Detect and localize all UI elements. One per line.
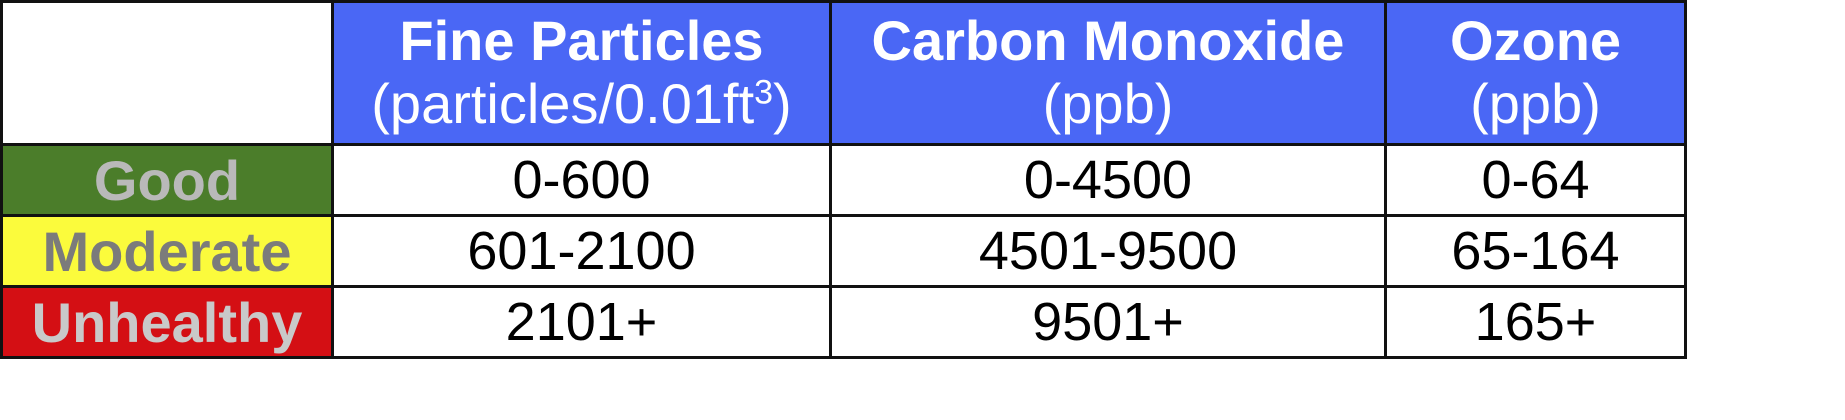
- fine-particles-moderate: 601-2100: [331, 214, 832, 288]
- column-unit: (ppb): [1042, 72, 1174, 135]
- header-fine-particles: Fine Particles (particles/0.01ft3): [331, 0, 832, 146]
- carbon-monoxide-moderate: 4501-9500: [829, 214, 1387, 288]
- ozone-unhealthy: 165+: [1384, 285, 1687, 359]
- carbon-monoxide-unhealthy: 9501+: [829, 285, 1387, 359]
- column-title: Ozone: [1449, 9, 1622, 73]
- carbon-monoxide-good: 0-4500: [829, 143, 1387, 217]
- table-row-moderate: Moderate 601-2100 4501-9500 65-164: [0, 214, 1687, 288]
- column-unit: (particles/0.01ft3): [371, 72, 792, 135]
- ozone-moderate: 65-164: [1384, 214, 1687, 288]
- table-row-unhealthy: Unhealthy 2101+ 9501+ 165+: [0, 285, 1687, 359]
- column-title: Fine Particles: [399, 9, 764, 73]
- column-unit: (ppb): [1470, 72, 1601, 135]
- fine-particles-good: 0-600: [331, 143, 832, 217]
- table-row-good: Good 0-600 0-4500 0-64: [0, 143, 1687, 217]
- level-label-good: Good: [0, 143, 334, 217]
- fine-particles-unhealthy: 2101+: [331, 285, 832, 359]
- corner-cell: [0, 0, 334, 146]
- header-ozone: Ozone (ppb): [1384, 0, 1687, 146]
- header-row: Fine Particles (particles/0.01ft3) Carbo…: [0, 0, 1687, 146]
- air-quality-table: Fine Particles (particles/0.01ft3) Carbo…: [0, 0, 1687, 359]
- header-carbon-monoxide: Carbon Monoxide (ppb): [829, 0, 1387, 146]
- ozone-good: 0-64: [1384, 143, 1687, 217]
- level-label-unhealthy: Unhealthy: [0, 285, 334, 359]
- column-title: Carbon Monoxide: [871, 9, 1345, 73]
- level-label-moderate: Moderate: [0, 214, 334, 288]
